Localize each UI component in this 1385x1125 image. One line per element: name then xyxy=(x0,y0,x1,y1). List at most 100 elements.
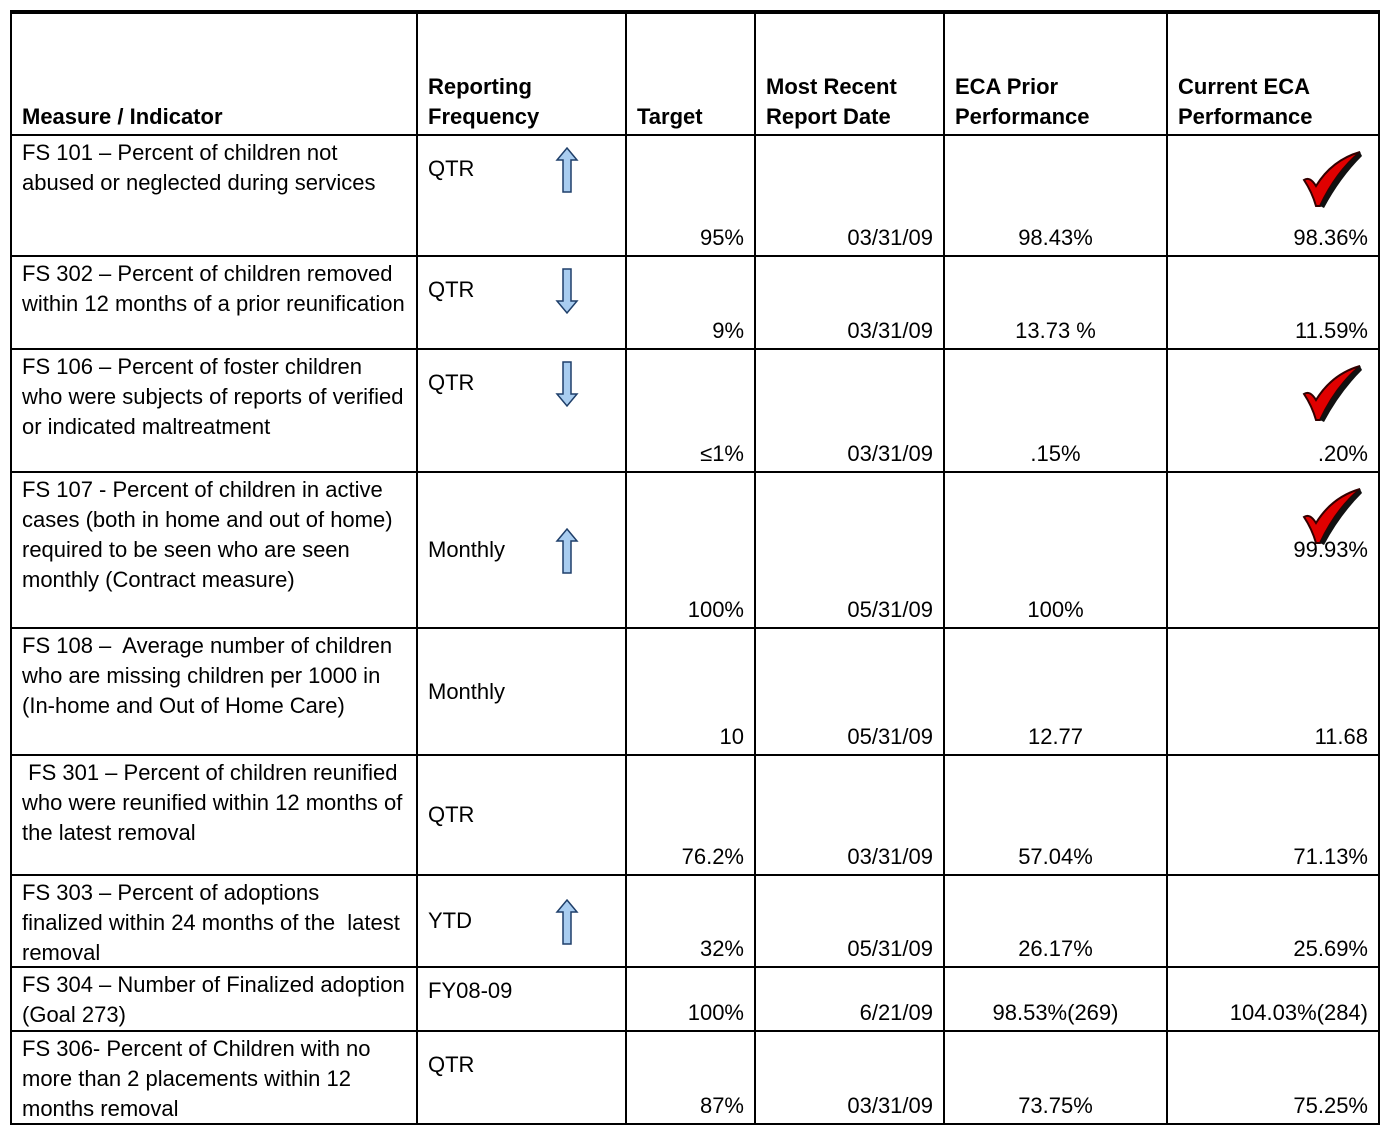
target-text: 100% xyxy=(687,597,744,622)
target-cell: 100% xyxy=(627,473,756,629)
date-text: 05/31/09 xyxy=(847,724,933,749)
date-cell: 05/31/09 xyxy=(756,473,945,629)
frequency-cell: FY08-09 xyxy=(418,968,627,1032)
current-text: 11.59% xyxy=(1295,318,1368,343)
measure-text: FS 107 - Percent of children in active c… xyxy=(22,477,399,592)
target-text: 100% xyxy=(687,1000,744,1025)
header-text: Target xyxy=(637,104,703,129)
frequency-text: FY08-09 xyxy=(428,978,513,1003)
prior-cell: .15% xyxy=(945,350,1168,473)
measure-text: FS 303 – Percent of adoptions finalized … xyxy=(22,880,407,965)
header-cell: Target xyxy=(627,10,756,136)
frequency-text: QTR xyxy=(428,1052,475,1077)
target-text: 95% xyxy=(699,225,744,250)
target-cell: 10 xyxy=(627,629,756,756)
measure-cell: FS 101 – Percent of children not abused … xyxy=(10,136,418,257)
measure-text: FS 301 – Percent of children reunified w… xyxy=(22,760,409,845)
frequency-text: QTR xyxy=(428,156,475,181)
measure-cell: FS 304 – Number of Finalized adoption (G… xyxy=(10,968,418,1032)
target-cell: 32% xyxy=(627,876,756,968)
date-cell: 6/21/09 xyxy=(756,968,945,1032)
measure-text: FS 302 – Percent of children removed wit… xyxy=(22,261,405,316)
prior-text: 100% xyxy=(1027,597,1084,622)
measure-cell: FS 107 - Percent of children in active c… xyxy=(10,473,418,629)
measure-cell: FS 303 – Percent of adoptions finalized … xyxy=(10,876,418,968)
date-text: 03/31/09 xyxy=(847,318,933,343)
current-cell: 11.68 xyxy=(1168,629,1380,756)
target-cell: 9% xyxy=(627,257,756,350)
arrow-down xyxy=(555,268,579,315)
date-cell: 03/31/09 xyxy=(756,257,945,350)
target-cell: 100% xyxy=(627,968,756,1032)
current-text: 71.13% xyxy=(1293,844,1368,869)
date-cell: 03/31/09 xyxy=(756,136,945,257)
measure-text: FS 101 – Percent of children not abused … xyxy=(22,140,376,195)
date-text: 05/31/09 xyxy=(847,936,933,961)
current-cell: 25.69% xyxy=(1168,876,1380,968)
prior-cell: 26.17% xyxy=(945,876,1168,968)
current-text: .20% xyxy=(1317,441,1368,466)
target-cell: ≤1% xyxy=(627,350,756,473)
current-text: 25.69% xyxy=(1293,936,1368,961)
frequency-text: Monthly xyxy=(428,678,506,704)
header-text: Reporting Frequency xyxy=(428,74,540,129)
frequency-cell: QTR xyxy=(418,1032,627,1125)
frequency-text: QTR xyxy=(428,802,475,827)
header-text: Measure / Indicator xyxy=(22,104,223,129)
frequency-cell: QTR xyxy=(418,136,627,257)
current-cell: 99.93% xyxy=(1168,473,1380,629)
measure-cell: FS 108 – Average number of children who … xyxy=(10,629,418,756)
date-text: 03/31/09 xyxy=(847,844,933,869)
target-text: 76.2% xyxy=(681,844,744,869)
arrow-up xyxy=(555,898,579,945)
target-cell: 76.2% xyxy=(627,756,756,876)
measure-text: FS 108 – Average number of children who … xyxy=(22,633,399,718)
frequency-text: YTD xyxy=(428,908,472,933)
date-text: 03/31/09 xyxy=(847,1093,933,1118)
prior-cell: 73.75% xyxy=(945,1032,1168,1125)
current-cell: .20% xyxy=(1168,350,1380,473)
frequency-cell: QTR xyxy=(418,350,627,473)
prior-text: 13.73 % xyxy=(1015,318,1096,343)
frequency-text: QTR xyxy=(428,277,475,302)
header-cell: Reporting Frequency xyxy=(418,10,627,136)
prior-text: 57.04% xyxy=(1018,844,1093,869)
prior-cell: 13.73 % xyxy=(945,257,1168,350)
header-cell: Measure / Indicator xyxy=(10,10,418,136)
measure-text: FS 106 – Percent of foster children who … xyxy=(22,354,410,439)
current-text: 75.25% xyxy=(1293,1093,1368,1118)
current-cell: 98.36% xyxy=(1168,136,1380,257)
date-text: 03/31/09 xyxy=(847,225,933,250)
current-text: 98.36% xyxy=(1293,225,1368,250)
prior-cell: 98.43% xyxy=(945,136,1168,257)
frequency-cell: Monthly xyxy=(418,473,627,629)
current-cell: 75.25% xyxy=(1168,1032,1380,1125)
date-cell: 03/31/09 xyxy=(756,1032,945,1125)
current-cell: 71.13% xyxy=(1168,756,1380,876)
prior-cell: 57.04% xyxy=(945,756,1168,876)
current-cell: 11.59% xyxy=(1168,257,1380,350)
prior-text: .15% xyxy=(1030,441,1081,466)
arrow-down xyxy=(555,361,579,408)
current-text: 104.03%(284) xyxy=(1229,1000,1368,1025)
check-mark xyxy=(1302,365,1362,422)
check-mark xyxy=(1302,488,1362,545)
arrow-up xyxy=(555,146,579,193)
prior-text: 98.43% xyxy=(1018,225,1093,250)
header-cell: Most Recent Report Date xyxy=(756,10,945,136)
target-text: 87% xyxy=(699,1093,744,1118)
date-cell: 05/31/09 xyxy=(756,876,945,968)
frequency-text: QTR xyxy=(428,370,475,395)
prior-cell: 98.53%(269) xyxy=(945,968,1168,1032)
prior-text: 98.53%(269) xyxy=(992,1000,1119,1025)
header-cell: Current ECA Performance xyxy=(1168,10,1380,136)
date-text: 03/31/09 xyxy=(847,441,933,466)
frequency-cell: YTD xyxy=(418,876,627,968)
measure-cell: FS 301 – Percent of children reunified w… xyxy=(10,756,418,876)
frequency-cell: QTR xyxy=(418,257,627,350)
header-cell: ECA Prior Performance xyxy=(945,10,1168,136)
prior-cell: 12.77 xyxy=(945,629,1168,756)
measure-cell: FS 302 – Percent of children removed wit… xyxy=(10,257,418,350)
date-text: 6/21/09 xyxy=(859,1000,933,1025)
